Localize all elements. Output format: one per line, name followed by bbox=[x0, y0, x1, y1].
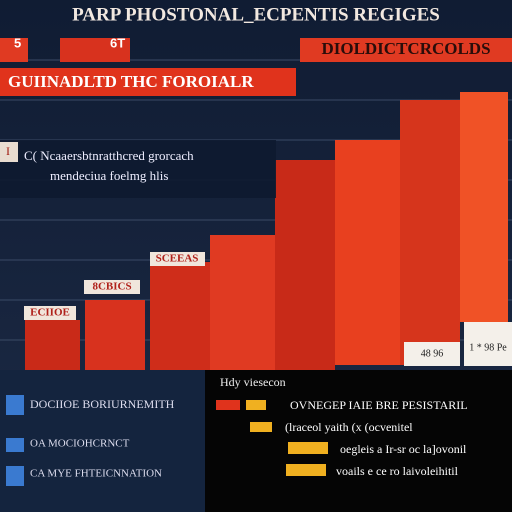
bar-label: 48 96 bbox=[421, 348, 444, 359]
legend-item: oegleis a Ir-sr oc la]ovonil bbox=[340, 442, 467, 456]
badge: 5 bbox=[14, 35, 21, 50]
legend-item: OVNEGEP IAIE BRE PESISTARIL bbox=[290, 398, 468, 412]
badge: DIOLDICTCRCOLDS bbox=[321, 39, 490, 58]
callout bbox=[0, 140, 276, 198]
icon bbox=[6, 438, 24, 452]
banner bbox=[0, 68, 296, 96]
swatch bbox=[250, 422, 272, 432]
bars bbox=[0, 38, 512, 370]
title: PARP PHOSTONAL_ECPENTIS REGIGES bbox=[72, 4, 440, 25]
callout-marker-bg bbox=[0, 142, 18, 162]
callout-marker: I bbox=[6, 144, 10, 158]
icon bbox=[6, 466, 24, 486]
bar-label-bg bbox=[464, 322, 512, 366]
bar-label: 8CBICS bbox=[92, 281, 131, 293]
bar-label-bg bbox=[24, 306, 76, 320]
bar-label: SCEEAS bbox=[156, 253, 199, 265]
callout-text: C( Ncaaersbtnratthcred grorcach bbox=[24, 148, 194, 163]
legend-item: (lraceol yaith (x (ocvenitel bbox=[285, 420, 413, 434]
legend-left bbox=[0, 370, 205, 512]
swatch bbox=[246, 400, 266, 410]
bar-label: ECIIOE bbox=[30, 307, 70, 319]
banner-text: GUIINADLTD THC FOROIALR bbox=[8, 72, 254, 91]
legend-right bbox=[205, 370, 512, 512]
swatch bbox=[286, 464, 326, 476]
callout-text: mendeciua foelmg hlis bbox=[50, 168, 168, 183]
swatch bbox=[288, 442, 328, 454]
legend-item: DOCIIOE BORIURNEMITH bbox=[30, 397, 175, 411]
bar-label-bg bbox=[84, 280, 140, 294]
legend-item: OA MOCIOHCRNCT bbox=[30, 438, 130, 450]
icon bbox=[6, 395, 24, 415]
swatch bbox=[216, 400, 240, 410]
legend-item: CA MYE FHTEICNNATION bbox=[30, 468, 162, 480]
bar-label-bg bbox=[150, 252, 205, 266]
bar-label: 1 * 98 Pe bbox=[469, 342, 507, 353]
badge: 6T bbox=[110, 35, 125, 50]
bar-label-bg bbox=[404, 342, 460, 366]
legend-item: voails e ce ro laivoleihitil bbox=[336, 464, 459, 478]
legend-title: Hdy viesecon bbox=[220, 375, 286, 389]
